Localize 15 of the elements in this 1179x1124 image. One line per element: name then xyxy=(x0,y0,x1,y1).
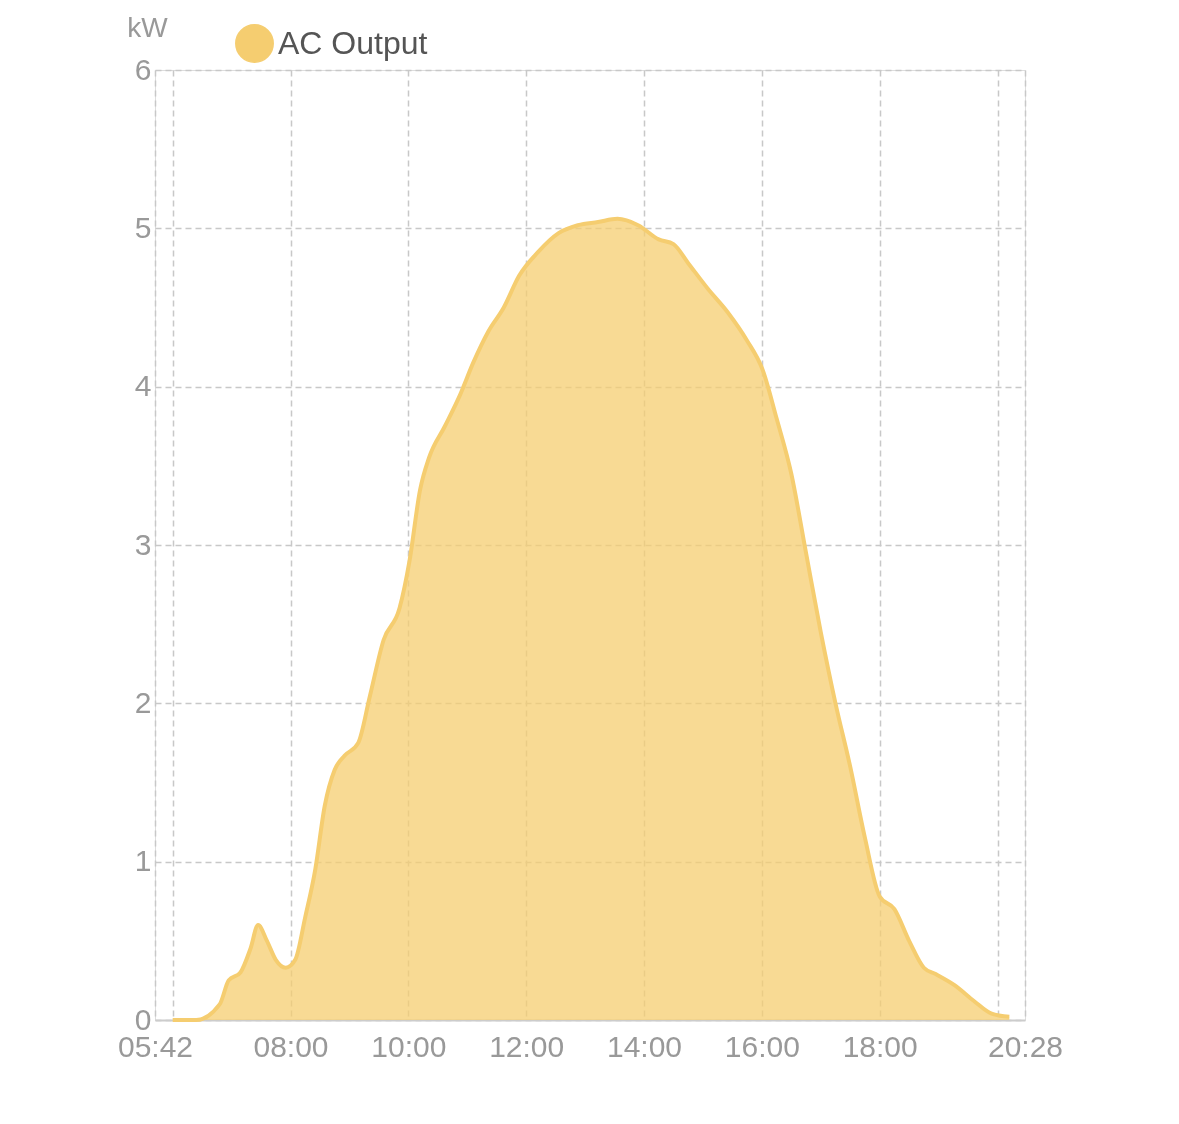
legend-label: AC Output xyxy=(278,24,428,61)
y-tick-label: 4 xyxy=(134,369,152,403)
x-tick-label: 16:00 xyxy=(724,1029,800,1063)
y-tick-label: 3 xyxy=(134,527,152,561)
x-tick-label: 10:00 xyxy=(371,1029,447,1063)
x-tick-label: 20:28 xyxy=(987,1029,1064,1063)
y-tick-label: 6 xyxy=(134,52,152,86)
y-tick-label: 1 xyxy=(134,844,152,878)
x-tick-label: 18:00 xyxy=(842,1029,918,1063)
x-tick-label: 12:00 xyxy=(489,1029,565,1063)
y-tick-label: 5 xyxy=(134,210,152,244)
x-tick-label: 08:00 xyxy=(253,1029,329,1063)
y-tick-label: 2 xyxy=(134,685,152,719)
x-tick-label: 14:00 xyxy=(606,1029,683,1063)
y-axis-title: kW xyxy=(127,11,169,43)
